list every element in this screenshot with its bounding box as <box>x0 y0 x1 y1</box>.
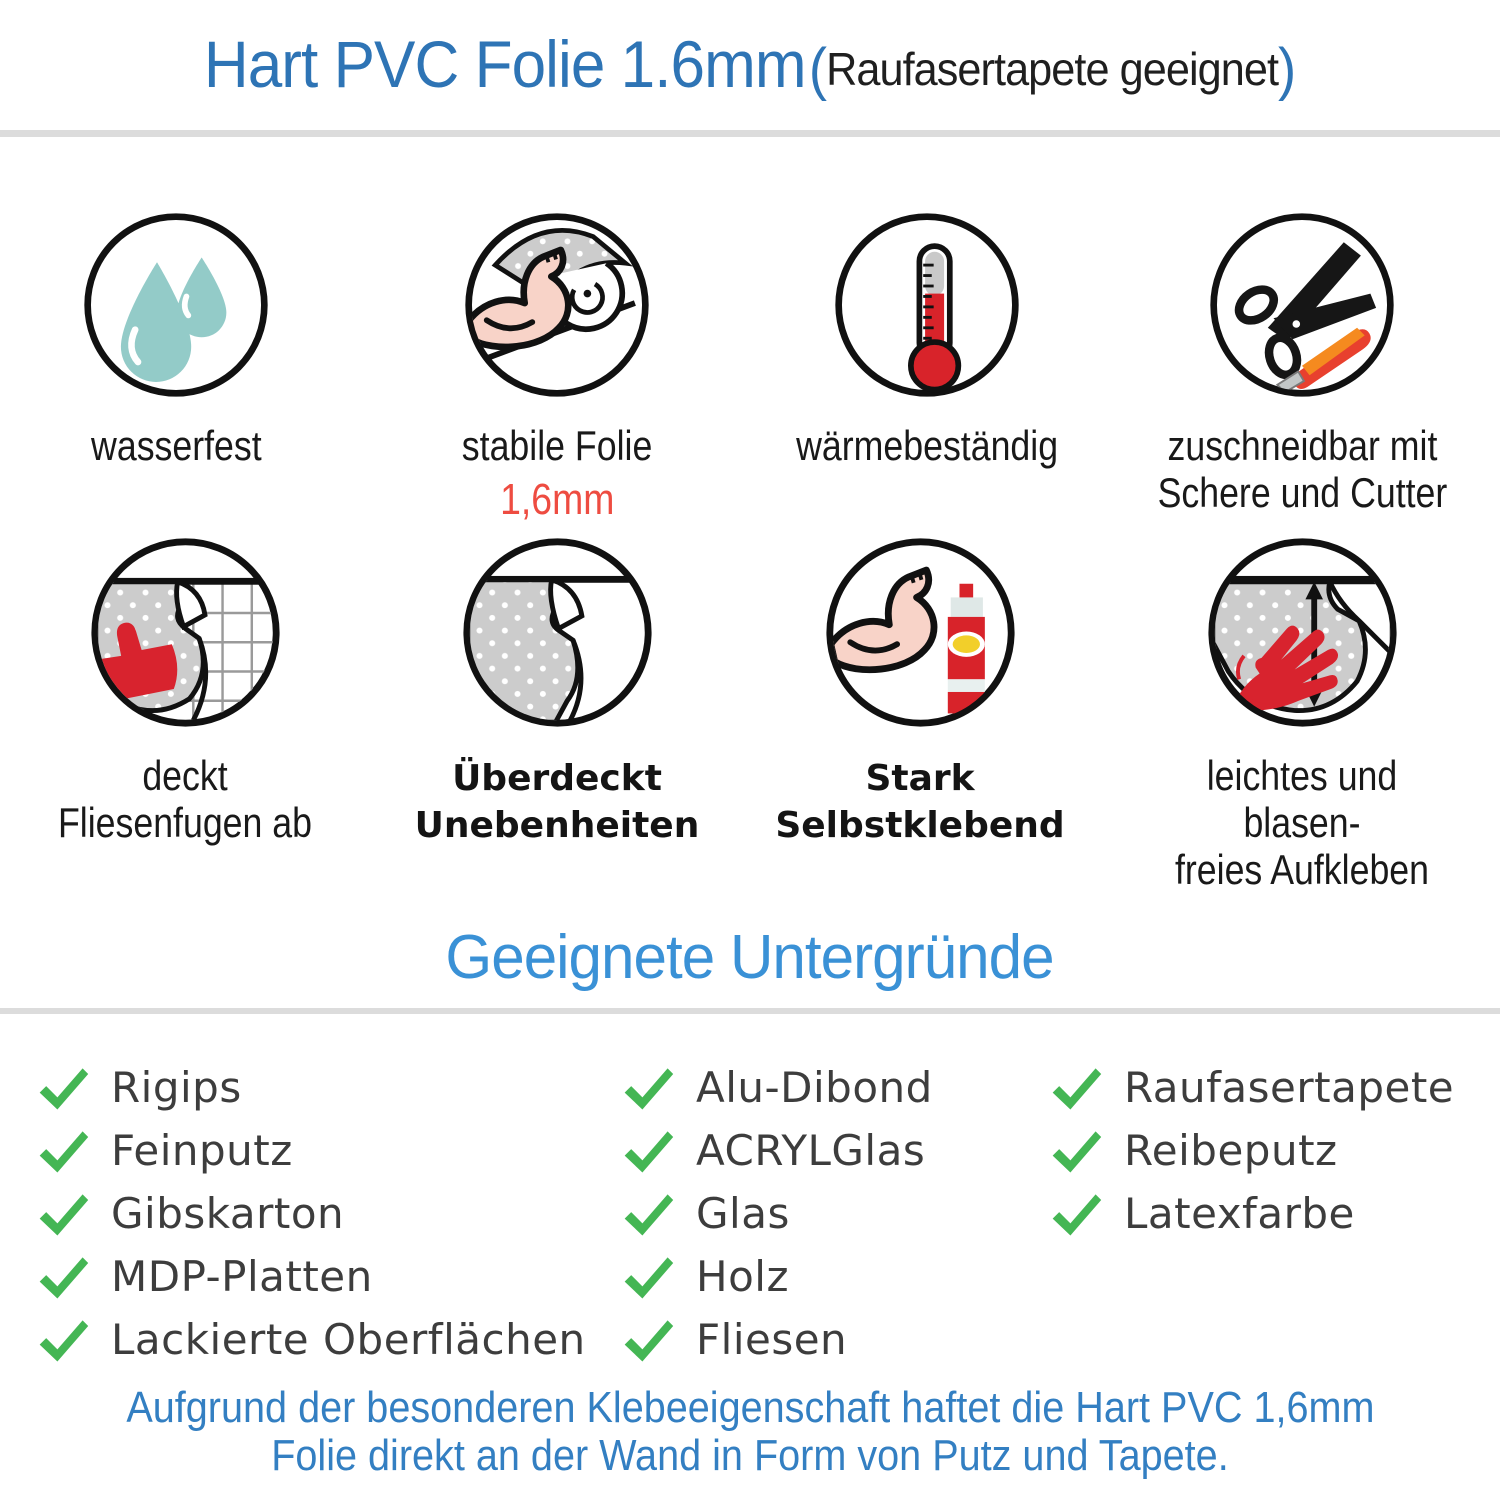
check-icon <box>39 1130 89 1172</box>
flexed-arm-foil-roll-icon <box>465 213 649 397</box>
substrate-label: Alu-Dibond <box>696 1063 933 1112</box>
check-icon <box>624 1319 674 1361</box>
feature-label-line2: Schere und Cutter <box>1157 469 1447 517</box>
list-item: Lackierte Oberflächen <box>35 1308 586 1371</box>
check-icon <box>624 1067 674 1109</box>
substrate-label: Glas <box>696 1189 790 1238</box>
covers-unevenness-foil-icon <box>462 538 652 727</box>
check-icon <box>624 1130 674 1172</box>
list-item: Latexfarbe <box>1048 1182 1454 1245</box>
feature-label: wärmebeständig <box>796 422 1058 469</box>
check-icon <box>1052 1130 1102 1172</box>
feature-covers-tile-joints: deckt Fliesenfugen ab <box>10 535 360 846</box>
divider-top <box>0 130 1500 137</box>
substrate-column-3: Raufasertapete Reibeputz Latexfarbe <box>1048 1056 1454 1245</box>
list-item: Holz <box>620 1245 933 1308</box>
substrate-label: ACRYLGlas <box>696 1126 926 1175</box>
feature-label: zuschneidbar mit <box>1167 422 1437 469</box>
feature-label-line2: freies Aufkleben <box>1174 846 1430 894</box>
title-paren-open: ( <box>809 37 827 102</box>
feature-sublabel: 1,6mm <box>499 475 615 525</box>
feature-stable-foil: stabile Folie 1,6mm <box>382 210 732 525</box>
list-item: Rigips <box>35 1056 586 1119</box>
footer-note: Aufgrund der besonderen Klebeeigenschaft… <box>0 1383 1500 1481</box>
substrate-column-2: Alu-Dibond ACRYLGlas Glas Holz Fliesen <box>620 1056 933 1371</box>
list-item: Fliesen <box>620 1308 933 1371</box>
substrate-label: Raufasertapete <box>1124 1063 1455 1112</box>
water-drops-icon <box>84 213 268 397</box>
feature-strong-adhesive: Stark Selbstklebend <box>745 535 1095 850</box>
scissors-and-cutter-icon <box>1210 213 1394 397</box>
substrate-label: Latexfarbe <box>1124 1189 1355 1238</box>
feature-heat-resistant: wärmebeständig <box>752 210 1102 469</box>
substrate-label: Reibeputz <box>1124 1126 1338 1175</box>
feature-label: Überdeckt <box>452 758 662 799</box>
feature-label: Stark <box>865 758 975 799</box>
substrate-label: Lackierte Oberflächen <box>111 1315 586 1364</box>
feature-covers-unevenness: Überdeckt Unebenheiten <box>382 535 732 850</box>
substrate-label: Gibskarton <box>111 1189 345 1238</box>
section-heading: Geeignete Untergründe <box>445 923 1055 992</box>
list-item: Feinputz <box>35 1119 586 1182</box>
substrate-column-1: Rigips Feinputz Gibskarton MDP-Platten L… <box>35 1056 586 1371</box>
check-icon <box>624 1256 674 1298</box>
thermometer-icon <box>835 213 1019 397</box>
flexed-arm-glue-tube-icon <box>825 538 1015 727</box>
feature-label: wasserfest <box>90 422 262 469</box>
substrate-label: Holz <box>696 1252 789 1301</box>
feature-bubble-free: leichtes und blasen- freies Aufkleben <box>1127 535 1477 893</box>
title-note: Raufasertapete geeignet <box>826 43 1280 95</box>
divider-middle <box>0 1008 1500 1014</box>
list-item: Raufasertapete <box>1048 1056 1454 1119</box>
title-paren-close: ) <box>1278 37 1296 102</box>
substrate-label: MDP-Platten <box>111 1252 373 1301</box>
substrate-label: Feinputz <box>111 1126 293 1175</box>
check-icon <box>624 1193 674 1235</box>
feature-label-line2: Selbstklebend <box>775 804 1065 846</box>
substrate-label: Fliesen <box>696 1315 848 1364</box>
title-main: Hart PVC Folie 1.6mm <box>204 27 807 101</box>
footer-line-1: Aufgrund der besonderen Klebeeigenschaft… <box>125 1383 1375 1432</box>
list-item: Alu-Dibond <box>620 1056 933 1119</box>
check-icon <box>1052 1067 1102 1109</box>
footer-line-2: Folie direkt an der Wand in Form von Put… <box>271 1431 1229 1481</box>
list-item: Reibeputz <box>1048 1119 1454 1182</box>
check-icon <box>39 1067 89 1109</box>
list-item: MDP-Platten <box>35 1245 586 1308</box>
smoothing-hand-foil-icon <box>1207 538 1397 727</box>
tile-grout-cover-icon <box>90 538 280 727</box>
feature-label: leichtes und blasen- <box>1206 752 1398 847</box>
feature-waterproof: wasserfest <box>1 210 351 469</box>
feature-label: stabile Folie <box>461 422 653 469</box>
feature-label: deckt Fliesenfugen ab <box>57 752 313 847</box>
check-icon <box>39 1193 89 1235</box>
page-title: Hart PVC Folie 1.6mm (Raufasertapete gee… <box>0 26 1500 103</box>
feature-cuttable: zuschneidbar mit Schere und Cutter <box>1127 210 1477 516</box>
list-item: Glas <box>620 1182 933 1245</box>
list-item: Gibskarton <box>35 1182 586 1245</box>
check-icon <box>39 1256 89 1298</box>
substrate-label: Rigips <box>111 1063 242 1112</box>
check-icon <box>39 1319 89 1361</box>
list-item: ACRYLGlas <box>620 1119 933 1182</box>
feature-label-line2: Unebenheiten <box>414 804 700 846</box>
check-icon <box>1052 1193 1102 1235</box>
